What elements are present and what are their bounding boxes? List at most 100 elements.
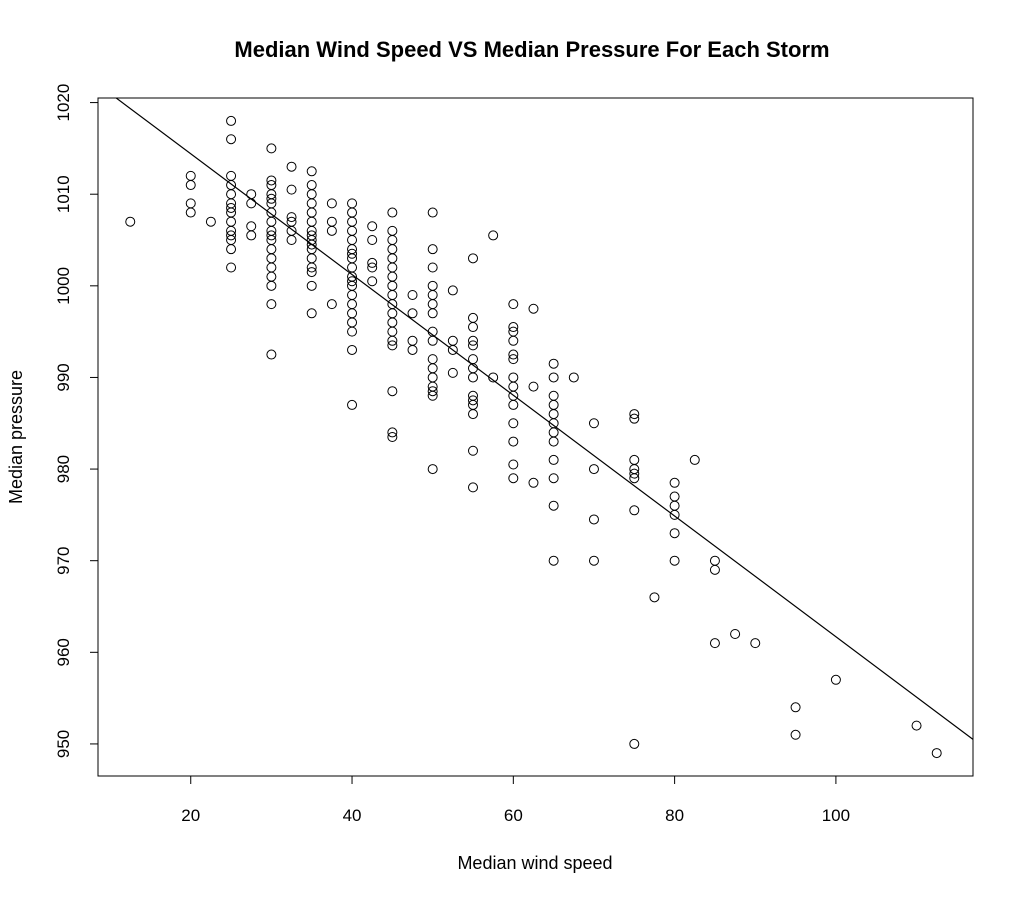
data-point xyxy=(306,198,317,209)
data-point xyxy=(588,555,599,566)
data-point xyxy=(508,322,519,333)
data-point xyxy=(387,427,398,438)
data-point xyxy=(387,244,398,255)
data-point xyxy=(326,216,337,227)
data-point xyxy=(367,276,378,287)
data-point xyxy=(669,500,680,511)
data-point xyxy=(508,418,519,429)
y-tick-label: 1010 xyxy=(54,175,73,213)
data-point xyxy=(427,372,438,383)
data-point xyxy=(266,299,277,310)
data-point xyxy=(246,189,257,200)
data-point xyxy=(226,216,237,227)
data-point xyxy=(306,189,317,200)
data-point xyxy=(629,454,640,465)
data-point xyxy=(931,748,942,759)
data-point xyxy=(347,344,358,355)
chart-title: Median Wind Speed VS Median Pressure For… xyxy=(234,37,829,62)
data-point xyxy=(508,335,519,346)
data-point xyxy=(306,308,317,319)
data-point xyxy=(468,335,478,346)
data-point xyxy=(387,386,398,397)
data-point xyxy=(306,253,317,264)
data-point xyxy=(347,262,358,273)
data-point xyxy=(347,235,358,246)
data-point xyxy=(508,354,519,365)
data-point xyxy=(387,262,398,273)
data-point xyxy=(649,592,660,603)
data-point xyxy=(347,289,358,300)
data-point xyxy=(226,189,237,200)
data-point xyxy=(266,193,277,204)
data-point xyxy=(266,280,277,291)
data-point xyxy=(347,317,358,328)
data-point xyxy=(468,395,478,406)
data-point xyxy=(790,729,801,740)
data-point xyxy=(246,230,257,241)
data-point xyxy=(226,244,237,255)
x-tick-label: 20 xyxy=(181,806,200,825)
y-tick-label: 970 xyxy=(54,547,73,575)
data-point xyxy=(387,340,398,351)
data-point xyxy=(427,280,438,291)
data-point xyxy=(528,477,539,488)
data-point xyxy=(306,262,317,273)
data-point xyxy=(730,628,741,639)
data-point xyxy=(468,253,478,264)
data-point xyxy=(568,372,579,383)
data-point xyxy=(367,262,378,273)
y-tick-label: 990 xyxy=(54,363,73,391)
data-point xyxy=(387,335,398,346)
data-point xyxy=(508,381,519,392)
data-point xyxy=(185,180,196,191)
data-point xyxy=(387,207,398,218)
data-point xyxy=(427,390,438,401)
data-point xyxy=(387,280,398,291)
data-point xyxy=(468,445,478,456)
data-point xyxy=(246,198,257,209)
data-point xyxy=(387,271,398,282)
data-point xyxy=(548,427,559,438)
data-point xyxy=(468,354,478,365)
data-point xyxy=(306,166,317,177)
regression-line xyxy=(115,98,973,740)
data-point xyxy=(488,230,499,241)
data-point xyxy=(347,399,358,410)
regression-line-layer xyxy=(115,98,973,740)
data-point xyxy=(347,198,358,209)
data-point xyxy=(548,390,559,401)
data-point xyxy=(528,381,539,392)
data-point xyxy=(347,326,358,337)
data-points xyxy=(125,115,942,759)
y-axis: 950 960 970 980 990 1000 1010 1020 xyxy=(54,84,99,758)
data-point xyxy=(266,253,277,264)
data-point xyxy=(508,436,519,447)
data-point xyxy=(286,212,297,223)
data-point xyxy=(427,262,438,273)
data-point xyxy=(427,244,438,255)
data-point xyxy=(347,276,358,287)
data-point xyxy=(790,702,801,713)
data-point xyxy=(205,216,216,227)
x-axis-label: Median wind speed xyxy=(457,853,612,873)
data-point xyxy=(306,207,317,218)
data-point xyxy=(326,225,337,236)
data-point xyxy=(407,308,418,319)
data-point xyxy=(266,349,277,360)
data-point xyxy=(468,322,478,333)
data-point xyxy=(508,349,519,360)
data-point xyxy=(508,399,519,410)
data-point xyxy=(447,335,458,346)
data-point xyxy=(588,514,599,525)
data-point xyxy=(286,184,297,195)
data-point xyxy=(306,280,317,291)
data-point xyxy=(347,225,358,236)
data-point xyxy=(488,372,499,383)
data-point xyxy=(911,720,922,731)
data-point xyxy=(468,409,478,420)
data-point xyxy=(185,198,196,209)
data-point xyxy=(387,253,398,264)
data-point xyxy=(629,505,640,516)
data-point xyxy=(246,221,257,232)
data-point xyxy=(468,372,478,383)
